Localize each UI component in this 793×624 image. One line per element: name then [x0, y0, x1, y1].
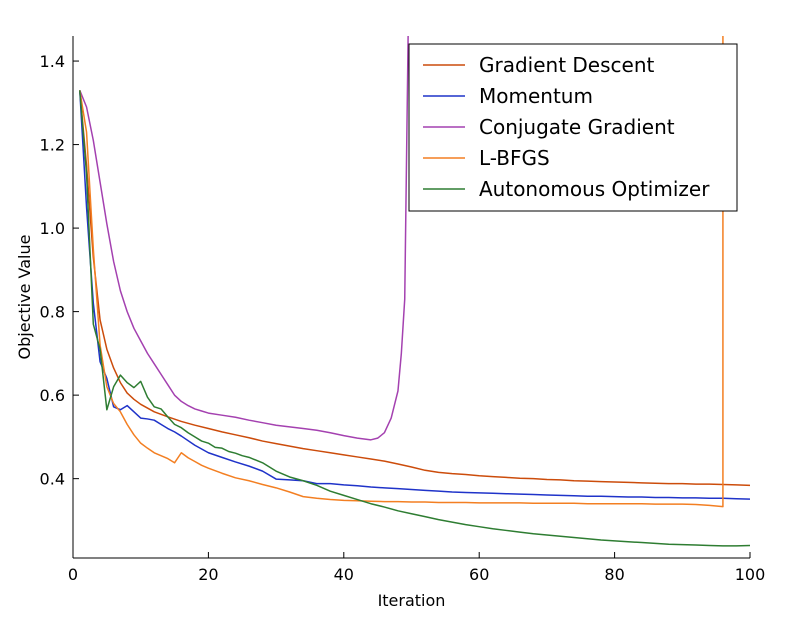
y-tick-label: 0.6	[40, 386, 65, 405]
series-line-3	[79, 36, 724, 508]
legend-label: Gradient Descent	[479, 53, 655, 77]
y-tick-label: 1.2	[40, 136, 65, 155]
x-axis-title: Iteration	[378, 591, 446, 610]
y-axis-title: Objective Value	[15, 235, 34, 360]
series-layer	[79, 36, 750, 547]
legend-label: Autonomous Optimizer	[479, 177, 710, 201]
x-tick-label: 60	[469, 565, 489, 584]
x-tick-label: 0	[68, 565, 78, 584]
series-line-2	[79, 36, 409, 441]
x-tick-label: 80	[604, 565, 624, 584]
series-line-1	[79, 90, 750, 500]
legend: Gradient Descent Momentum Conjugate Gradie…	[408, 43, 738, 212]
y-tick-label: 1.0	[40, 219, 65, 238]
x-tick-label: 20	[198, 565, 218, 584]
x-tick-label: 40	[334, 565, 354, 584]
y-tick-label: 1.4	[40, 52, 65, 71]
x-tick-label: 100	[735, 565, 766, 584]
legend-label: Conjugate Gradient	[479, 115, 675, 139]
y-tick-label: 0.4	[40, 470, 65, 489]
series-line-4	[79, 90, 750, 547]
legend-label: L-BFGS	[479, 146, 550, 170]
series-line-0	[79, 90, 750, 487]
legend-label: Momentum	[479, 84, 593, 108]
y-tick-label: 0.8	[40, 303, 65, 322]
axes-layer: 0 20 40 60 80 100 0.4 0.6 0.8 1.0 1.2 1.4	[40, 36, 766, 584]
